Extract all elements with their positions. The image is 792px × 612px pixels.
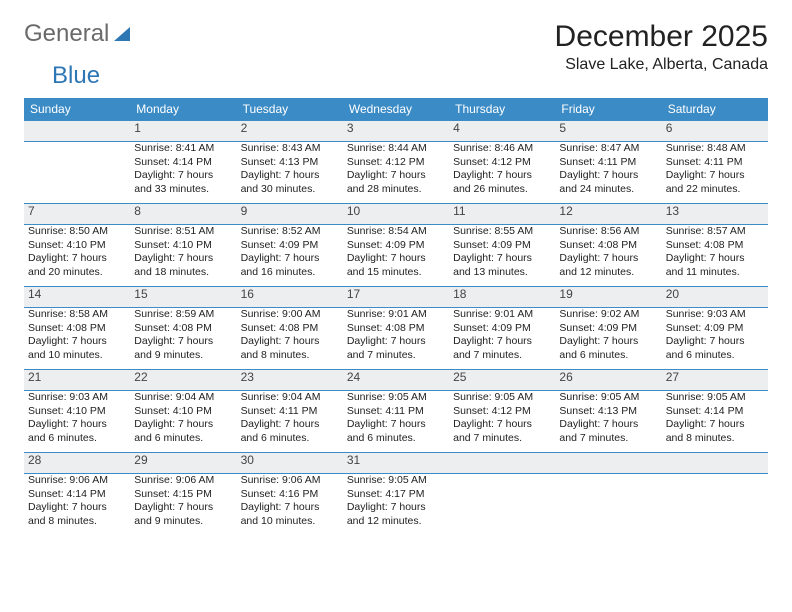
brand-logo: General [24, 20, 133, 48]
day-detail-cell: Sunrise: 8:56 AMSunset: 4:08 PMDaylight:… [555, 225, 661, 287]
brand-part1: General [24, 20, 109, 48]
day-number-cell: 3 [343, 121, 449, 142]
day-detail-cell: Sunrise: 9:05 AMSunset: 4:13 PMDaylight:… [555, 391, 661, 453]
day-number-cell: 28 [24, 453, 130, 474]
day-number-cell [662, 453, 768, 474]
day-number-cell: 19 [555, 287, 661, 308]
day-detail-cell: Sunrise: 8:55 AMSunset: 4:09 PMDaylight:… [449, 225, 555, 287]
day-detail-cell: Sunrise: 9:04 AMSunset: 4:10 PMDaylight:… [130, 391, 236, 453]
day-detail-cell: Sunrise: 8:50 AMSunset: 4:10 PMDaylight:… [24, 225, 130, 287]
weekday-header: Monday [130, 98, 236, 121]
day-detail-cell: Sunrise: 9:01 AMSunset: 4:09 PMDaylight:… [449, 308, 555, 370]
day-number-cell: 26 [555, 370, 661, 391]
day-number-cell: 11 [449, 204, 555, 225]
weekday-header: Tuesday [237, 98, 343, 121]
day-number-cell: 27 [662, 370, 768, 391]
day-detail-cell: Sunrise: 8:44 AMSunset: 4:12 PMDaylight:… [343, 142, 449, 204]
daynum-row: 123456 [24, 121, 768, 142]
day-number-cell: 16 [237, 287, 343, 308]
calendar-page: General December 2025 Slave Lake, Albert… [0, 0, 792, 546]
day-number-cell: 20 [662, 287, 768, 308]
day-detail-cell: Sunrise: 8:47 AMSunset: 4:11 PMDaylight:… [555, 142, 661, 204]
day-number-cell: 22 [130, 370, 236, 391]
day-detail-cell [555, 474, 661, 536]
title-block: December 2025 Slave Lake, Alberta, Canad… [555, 20, 768, 74]
location-subtitle: Slave Lake, Alberta, Canada [555, 56, 768, 74]
calendar-body: 123456Sunrise: 8:41 AMSunset: 4:14 PMDay… [24, 121, 768, 536]
day-detail-cell: Sunrise: 8:41 AMSunset: 4:14 PMDaylight:… [130, 142, 236, 204]
weekday-header-row: Sunday Monday Tuesday Wednesday Thursday… [24, 98, 768, 121]
day-number-cell [24, 121, 130, 142]
daynum-row: 78910111213 [24, 204, 768, 225]
daynum-row: 28293031 [24, 453, 768, 474]
day-number-cell: 9 [237, 204, 343, 225]
day-number-cell: 7 [24, 204, 130, 225]
detail-row: Sunrise: 8:58 AMSunset: 4:08 PMDaylight:… [24, 308, 768, 370]
day-detail-cell: Sunrise: 8:43 AMSunset: 4:13 PMDaylight:… [237, 142, 343, 204]
day-detail-cell: Sunrise: 8:58 AMSunset: 4:08 PMDaylight:… [24, 308, 130, 370]
month-title: December 2025 [555, 20, 768, 54]
brand-part2: Blue [52, 62, 100, 90]
day-detail-cell [24, 142, 130, 204]
day-number-cell: 17 [343, 287, 449, 308]
day-number-cell: 13 [662, 204, 768, 225]
daynum-row: 14151617181920 [24, 287, 768, 308]
day-detail-cell: Sunrise: 9:05 AMSunset: 4:12 PMDaylight:… [449, 391, 555, 453]
weekday-header: Saturday [662, 98, 768, 121]
day-detail-cell: Sunrise: 9:06 AMSunset: 4:16 PMDaylight:… [237, 474, 343, 536]
day-detail-cell: Sunrise: 8:57 AMSunset: 4:08 PMDaylight:… [662, 225, 768, 287]
day-number-cell: 24 [343, 370, 449, 391]
detail-row: Sunrise: 8:50 AMSunset: 4:10 PMDaylight:… [24, 225, 768, 287]
day-number-cell: 12 [555, 204, 661, 225]
day-detail-cell: Sunrise: 9:06 AMSunset: 4:14 PMDaylight:… [24, 474, 130, 536]
day-number-cell: 23 [237, 370, 343, 391]
day-number-cell: 29 [130, 453, 236, 474]
detail-row: Sunrise: 9:06 AMSunset: 4:14 PMDaylight:… [24, 474, 768, 536]
day-number-cell: 4 [449, 121, 555, 142]
day-detail-cell: Sunrise: 9:05 AMSunset: 4:17 PMDaylight:… [343, 474, 449, 536]
day-detail-cell: Sunrise: 8:46 AMSunset: 4:12 PMDaylight:… [449, 142, 555, 204]
day-detail-cell: Sunrise: 9:03 AMSunset: 4:10 PMDaylight:… [24, 391, 130, 453]
day-number-cell [555, 453, 661, 474]
day-number-cell: 30 [237, 453, 343, 474]
day-detail-cell: Sunrise: 9:05 AMSunset: 4:14 PMDaylight:… [662, 391, 768, 453]
day-number-cell: 18 [449, 287, 555, 308]
day-detail-cell: Sunrise: 9:02 AMSunset: 4:09 PMDaylight:… [555, 308, 661, 370]
weekday-header: Thursday [449, 98, 555, 121]
day-number-cell: 8 [130, 204, 236, 225]
day-detail-cell: Sunrise: 9:06 AMSunset: 4:15 PMDaylight:… [130, 474, 236, 536]
detail-row: Sunrise: 9:03 AMSunset: 4:10 PMDaylight:… [24, 391, 768, 453]
day-detail-cell: Sunrise: 8:54 AMSunset: 4:09 PMDaylight:… [343, 225, 449, 287]
day-detail-cell: Sunrise: 9:04 AMSunset: 4:11 PMDaylight:… [237, 391, 343, 453]
day-number-cell: 10 [343, 204, 449, 225]
day-detail-cell: Sunrise: 9:05 AMSunset: 4:11 PMDaylight:… [343, 391, 449, 453]
day-number-cell: 21 [24, 370, 130, 391]
daynum-row: 21222324252627 [24, 370, 768, 391]
day-number-cell: 5 [555, 121, 661, 142]
day-number-cell [449, 453, 555, 474]
day-detail-cell [449, 474, 555, 536]
day-number-cell: 6 [662, 121, 768, 142]
day-detail-cell: Sunrise: 8:51 AMSunset: 4:10 PMDaylight:… [130, 225, 236, 287]
day-number-cell: 14 [24, 287, 130, 308]
day-number-cell: 1 [130, 121, 236, 142]
day-number-cell: 31 [343, 453, 449, 474]
weekday-header: Friday [555, 98, 661, 121]
day-number-cell: 2 [237, 121, 343, 142]
day-detail-cell: Sunrise: 8:59 AMSunset: 4:08 PMDaylight:… [130, 308, 236, 370]
day-detail-cell: Sunrise: 8:48 AMSunset: 4:11 PMDaylight:… [662, 142, 768, 204]
calendar-table: Sunday Monday Tuesday Wednesday Thursday… [24, 98, 768, 536]
day-detail-cell: Sunrise: 9:03 AMSunset: 4:09 PMDaylight:… [662, 308, 768, 370]
day-detail-cell [662, 474, 768, 536]
day-detail-cell: Sunrise: 8:52 AMSunset: 4:09 PMDaylight:… [237, 225, 343, 287]
detail-row: Sunrise: 8:41 AMSunset: 4:14 PMDaylight:… [24, 142, 768, 204]
day-number-cell: 15 [130, 287, 236, 308]
day-detail-cell: Sunrise: 9:00 AMSunset: 4:08 PMDaylight:… [237, 308, 343, 370]
sail-icon [111, 24, 133, 44]
day-number-cell: 25 [449, 370, 555, 391]
day-detail-cell: Sunrise: 9:01 AMSunset: 4:08 PMDaylight:… [343, 308, 449, 370]
weekday-header: Wednesday [343, 98, 449, 121]
weekday-header: Sunday [24, 98, 130, 121]
